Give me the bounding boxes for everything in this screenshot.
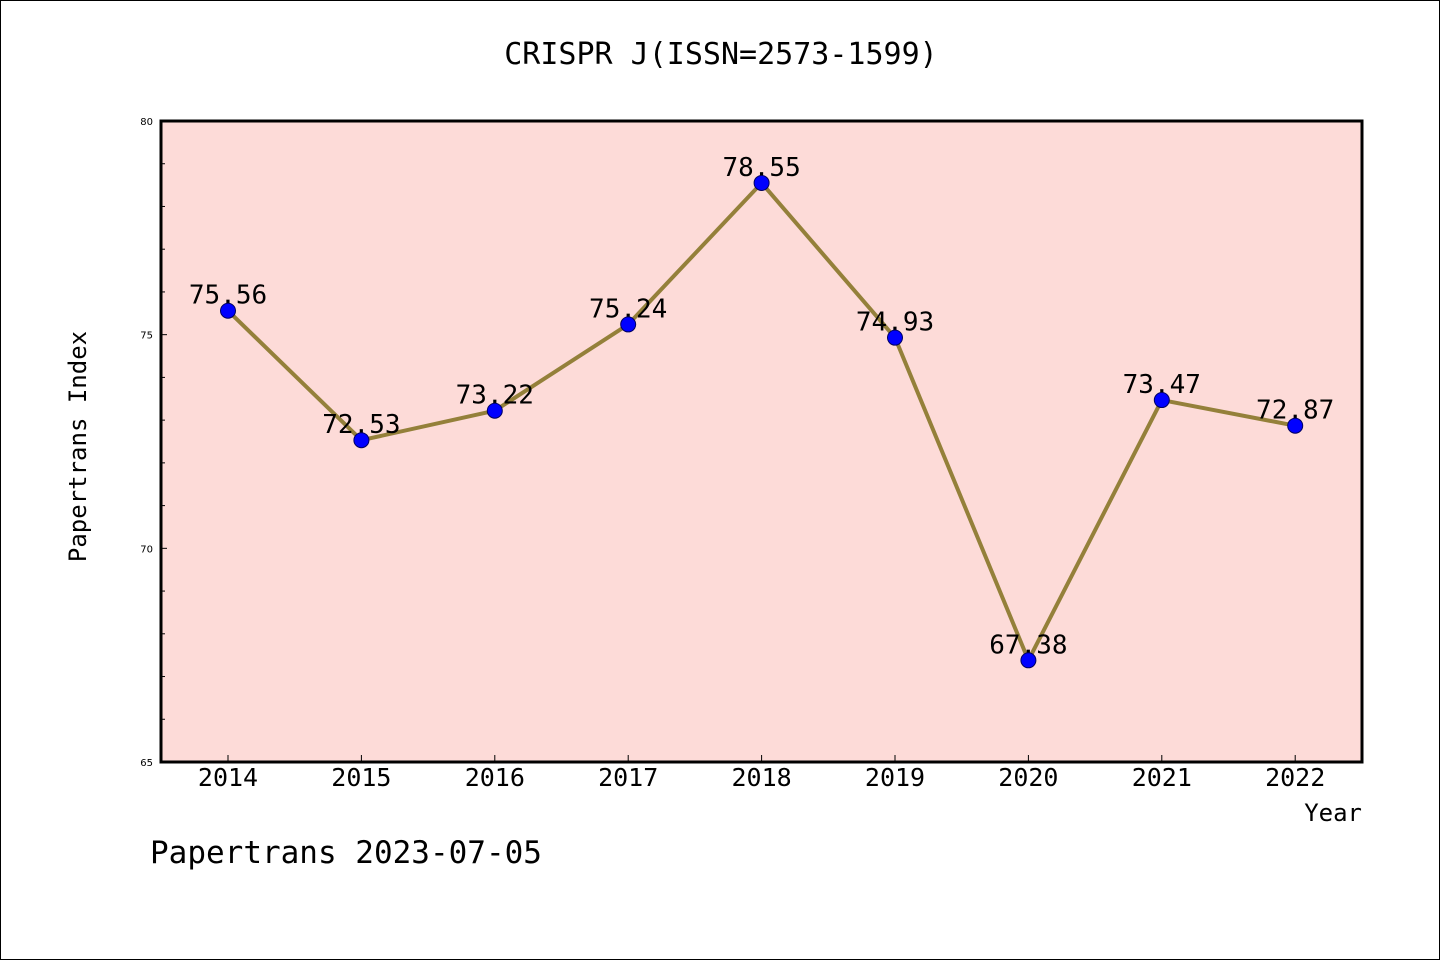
- chart-title: CRISPR J(ISSN=2573-1599): [504, 37, 938, 72]
- data-point: [1020, 652, 1037, 669]
- data-point: [1287, 417, 1304, 434]
- x-tick-label: 2018: [731, 763, 791, 792]
- x-axis-title: Year: [1304, 799, 1362, 827]
- data-point: [620, 316, 637, 333]
- x-tick-label: 2020: [998, 763, 1058, 792]
- plot-area: [161, 121, 1362, 762]
- y-tick-label: 80: [140, 117, 153, 128]
- y-tick-label: 65: [140, 758, 153, 769]
- data-point: [1153, 392, 1170, 409]
- x-tick-label: 2015: [331, 763, 391, 792]
- x-tick-label: 2022: [1265, 763, 1325, 792]
- x-tick-label: 2017: [598, 763, 658, 792]
- data-point: [887, 329, 903, 346]
- footer-note: Papertrans 2023-07-05: [150, 835, 542, 871]
- y-tick-label: 75: [140, 331, 153, 342]
- y-tick-label: 70: [140, 544, 153, 555]
- x-tick-label: 2016: [465, 763, 525, 792]
- x-tick-label: 2014: [198, 763, 258, 792]
- x-tick-label: 2019: [865, 763, 925, 792]
- plot-frame: [159, 119, 1364, 764]
- x-tick-label: 2021: [1132, 763, 1192, 792]
- data-point: [220, 302, 236, 319]
- data-point: [353, 432, 370, 449]
- data-point: [486, 402, 503, 419]
- data-point: [753, 174, 770, 191]
- y-axis-title: Papertrans Index: [64, 331, 92, 562]
